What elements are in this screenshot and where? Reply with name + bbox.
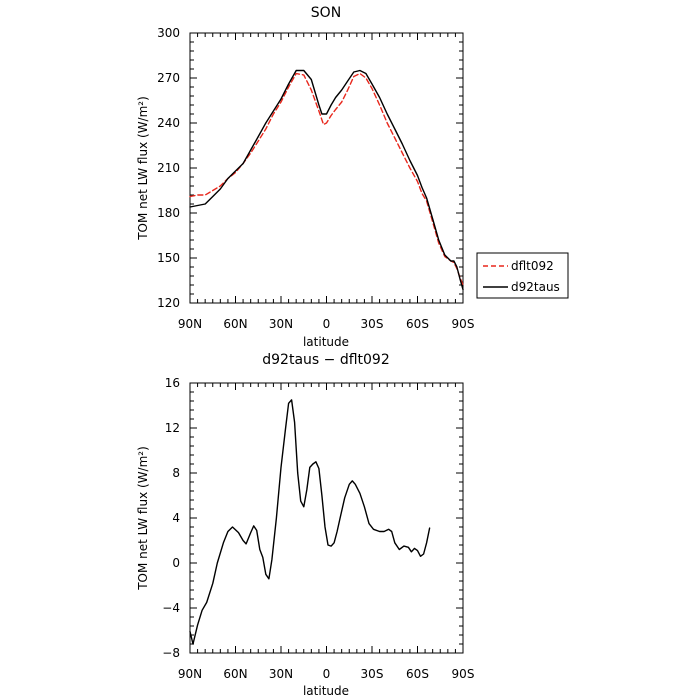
- legend-label-dflt092: dflt092: [511, 259, 554, 273]
- top-series-group: [189, 69, 464, 291]
- top-chart-panel: SON 90N 60N 30N 0 30S 60S 90S 120 150 180 210 240 2…: [136, 5, 569, 349]
- top-x-tick-label: 90S: [452, 317, 475, 331]
- top-plot-frame: [189, 32, 464, 304]
- top-x-tick-label: 60N: [223, 317, 247, 331]
- bottom-series-line-0: [189, 399, 431, 645]
- bottom-x-tick-labels: 90N 60N 30N 0 30S 60S 90S: [178, 667, 475, 681]
- top-y-tick-label: 180: [157, 206, 180, 220]
- bottom-x-tick-label: 90S: [452, 667, 475, 681]
- top-tick-marks: [189, 32, 464, 304]
- bottom-y-tick-label: 8: [172, 466, 180, 480]
- bottom-x-tick-label: 0: [323, 667, 331, 681]
- top-x-tick-label: 90N: [178, 317, 202, 331]
- bottom-y-axis-label: TOM net LW flux (W/m²): [136, 446, 150, 591]
- top-y-tick-label: 240: [157, 116, 180, 130]
- top-x-tick-labels: 90N 60N 30N 0 30S 60S 90S: [178, 317, 475, 331]
- bottom-x-tick-label: 60S: [406, 667, 429, 681]
- bottom-x-axis-label: latitude: [303, 684, 349, 698]
- bottom-y-tick-label: −4: [162, 601, 180, 615]
- legend: dflt092 d92taus: [476, 252, 569, 299]
- bottom-x-tick-label: 30S: [361, 667, 384, 681]
- legend-box: [476, 252, 569, 299]
- bottom-x-tick-label: 60N: [223, 667, 247, 681]
- bottom-tick-marks: [189, 382, 464, 654]
- top-x-tick-label: 0: [323, 317, 331, 331]
- top-y-tick-label: 270: [157, 71, 180, 85]
- legend-label-d92taus: d92taus: [511, 280, 560, 294]
- top-y-tick-label: 120: [157, 296, 180, 310]
- top-x-tick-label: 30N: [269, 317, 293, 331]
- top-x-tick-label: 60S: [406, 317, 429, 331]
- top-x-axis-label: latitude: [303, 335, 349, 349]
- bottom-x-tick-label: 90N: [178, 667, 202, 681]
- top-y-axis-label: TOM net LW flux (W/m²): [136, 96, 150, 241]
- top-series-line-d92taus: [189, 69, 464, 291]
- bottom-x-tick-label: 30N: [269, 667, 293, 681]
- bottom-y-tick-label: 0: [172, 556, 180, 570]
- top-series-line-dflt092: [189, 72, 464, 286]
- bottom-y-tick-label: −8: [162, 646, 180, 660]
- bottom-y-tick-label: 4: [172, 511, 180, 525]
- bottom-series-group: [189, 399, 431, 645]
- bottom-y-tick-label: 12: [165, 421, 180, 435]
- top-y-tick-labels: 120 150 180 210 240 270 300: [157, 26, 180, 310]
- bottom-chart-panel: d92taus − dflt092 90N 60N 30N 0 30S 60S 90S −8…: [136, 352, 474, 698]
- top-y-tick-label: 300: [157, 26, 180, 40]
- top-y-tick-label: 210: [157, 161, 180, 175]
- bottom-y-tick-label: 16: [165, 376, 180, 390]
- top-y-tick-label: 150: [157, 251, 180, 265]
- bottom-y-tick-labels: −8 −4 0 4 8 12 16: [162, 376, 180, 660]
- top-chart-title: SON: [311, 5, 341, 21]
- top-x-tick-label: 30S: [361, 317, 384, 331]
- bottom-plot-frame: [189, 382, 464, 654]
- bottom-chart-title: d92taus − dflt092: [262, 352, 389, 368]
